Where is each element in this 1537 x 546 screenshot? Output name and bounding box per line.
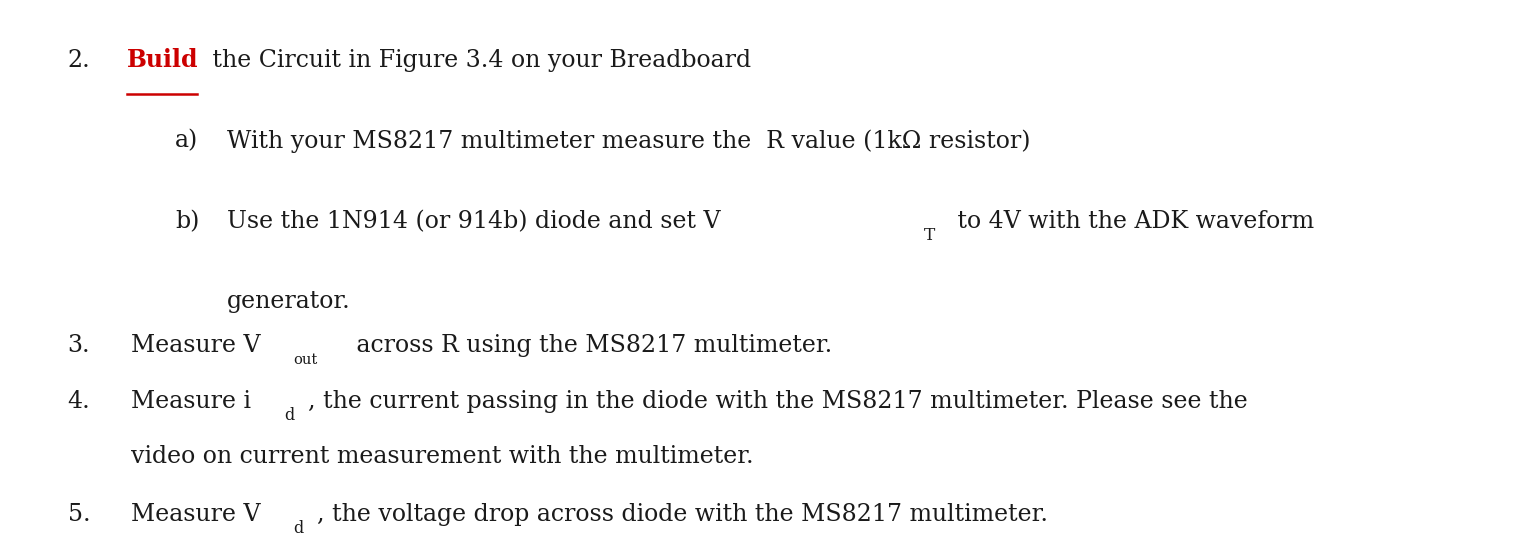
Text: across R using the MS8217 multimeter.: across R using the MS8217 multimeter. bbox=[349, 334, 833, 357]
Text: With your MS8217 multimeter measure the  R value (1kΩ resistor): With your MS8217 multimeter measure the … bbox=[227, 129, 1030, 152]
Text: d: d bbox=[294, 520, 304, 537]
Text: 3.: 3. bbox=[68, 334, 91, 357]
Text: , the voltage drop across diode with the MS8217 multimeter.: , the voltage drop across diode with the… bbox=[317, 503, 1048, 526]
Text: generator.: generator. bbox=[227, 290, 350, 313]
Text: out: out bbox=[294, 353, 318, 367]
Text: 2.: 2. bbox=[68, 49, 91, 73]
Text: a): a) bbox=[175, 129, 198, 152]
Text: b): b) bbox=[175, 210, 200, 233]
Text: Build: Build bbox=[126, 49, 198, 73]
Text: 5.: 5. bbox=[68, 503, 91, 526]
Text: Use the 1N914 (or 914b) diode and set V: Use the 1N914 (or 914b) diode and set V bbox=[227, 210, 721, 233]
Text: 4.: 4. bbox=[68, 389, 91, 413]
Text: the Circuit in Figure 3.4 on your Breadboard: the Circuit in Figure 3.4 on your Breadb… bbox=[204, 49, 752, 73]
Text: , the current passing in the diode with the MS8217 multimeter. Please see the: , the current passing in the diode with … bbox=[307, 389, 1248, 413]
Text: video on current measurement with the multimeter.: video on current measurement with the mu… bbox=[131, 446, 753, 468]
Text: Measure i: Measure i bbox=[131, 389, 251, 413]
Text: to 4V with the ADK waveform: to 4V with the ADK waveform bbox=[950, 210, 1314, 233]
Text: d: d bbox=[284, 407, 295, 424]
Text: Measure V: Measure V bbox=[131, 334, 261, 357]
Text: Measure V: Measure V bbox=[131, 503, 261, 526]
Text: T: T bbox=[924, 227, 934, 244]
